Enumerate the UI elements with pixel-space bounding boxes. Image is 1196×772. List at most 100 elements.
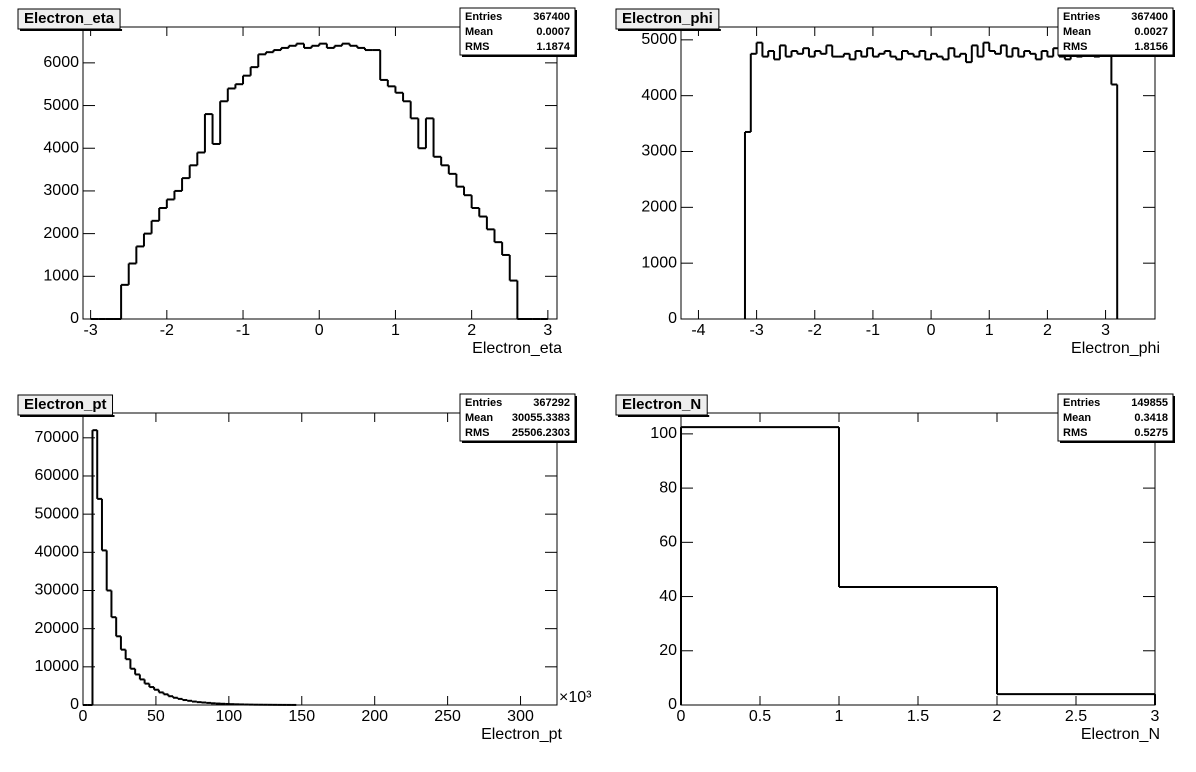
stats-box <box>1057 7 1174 56</box>
stats-value: 30055.3383 <box>512 412 570 424</box>
y-tick-label: 0 <box>70 696 79 713</box>
y-tick-label: 70000 <box>35 429 80 446</box>
y-tick-label: 5000 <box>641 31 677 48</box>
stats-label: Entries <box>1063 11 1100 23</box>
title-shadow <box>20 29 123 31</box>
x-tick-label: 3 <box>543 322 552 339</box>
x-tick-label: 0.5 <box>749 708 771 725</box>
x-axis-label: Electron_pt <box>481 726 562 743</box>
plot-frame <box>680 412 1156 706</box>
x-tick-label: 200 <box>361 708 388 725</box>
stats-label: Mean <box>465 412 493 424</box>
stats-label: RMS <box>1063 41 1087 53</box>
chart-title: Electron_pt <box>24 396 107 413</box>
y-tick-label: 3000 <box>641 143 677 160</box>
y-tick-label: 4000 <box>43 139 79 156</box>
x-tick-label: -4 <box>691 322 705 339</box>
stats-box <box>459 393 576 442</box>
y-tick-label: 80 <box>659 479 677 496</box>
title-shadow <box>618 415 710 417</box>
x-tick-label: -1 <box>236 322 250 339</box>
stats-value: 367400 <box>533 11 570 23</box>
y-tick-label: 0 <box>70 310 79 327</box>
y-tick-label: 3000 <box>43 182 79 199</box>
stats-value: 0.3418 <box>1134 412 1168 424</box>
stats-value: 1.8156 <box>1134 41 1168 53</box>
x-tick-label: 2 <box>993 708 1002 725</box>
y-tick-label: 40000 <box>35 544 80 561</box>
plot-frame <box>82 412 558 706</box>
title-shadow <box>20 415 115 417</box>
title-shadow <box>618 29 721 31</box>
stats-label: Entries <box>1063 397 1100 409</box>
stats-label: RMS <box>1063 427 1087 439</box>
stats-value: 367292 <box>533 397 570 409</box>
stats-label: Entries <box>465 397 502 409</box>
x-tick-label: -1 <box>866 322 880 339</box>
x-tick-label: 3 <box>1151 708 1160 725</box>
stats-label: RMS <box>465 427 489 439</box>
stats-label: RMS <box>465 41 489 53</box>
x-tick-label: -2 <box>160 322 174 339</box>
y-tick-label: 50000 <box>35 505 80 522</box>
y-tick-label: 100 <box>650 425 677 442</box>
x-tick-label: 2.5 <box>1065 708 1087 725</box>
stats-value: 0.0007 <box>536 26 570 38</box>
x-tick-label: -3 <box>84 322 98 339</box>
y-tick-label: 60000 <box>35 467 80 484</box>
plot-frame <box>680 26 1156 320</box>
x-axis-label: Electron_N <box>1081 726 1160 743</box>
y-tick-label: 0 <box>668 310 677 327</box>
y-tick-label: 1000 <box>641 254 677 271</box>
y-tick-label: 30000 <box>35 582 80 599</box>
x-tick-label: 2 <box>1043 322 1052 339</box>
x-tick-label: 0 <box>927 322 936 339</box>
y-tick-label: 20 <box>659 642 677 659</box>
stats-label: Mean <box>1063 26 1091 38</box>
x-tick-label: 1 <box>391 322 400 339</box>
y-tick-label: 40 <box>659 588 677 605</box>
x-tick-label: 150 <box>288 708 315 725</box>
x-tick-label: 0 <box>79 708 88 725</box>
x-tick-label: -3 <box>749 322 763 339</box>
x-axis-label: Electron_phi <box>1071 340 1160 357</box>
y-tick-label: 60 <box>659 534 677 551</box>
chart-title: Electron_N <box>622 396 701 413</box>
y-tick-label: 0 <box>668 696 677 713</box>
stats-value: 367400 <box>1131 11 1168 23</box>
x-multiplier: ×10³ <box>559 689 592 706</box>
chart-title: Electron_phi <box>622 10 713 27</box>
chart-title: Electron_eta <box>24 10 115 27</box>
y-tick-label: 10000 <box>35 658 80 675</box>
x-tick-label: 250 <box>434 708 461 725</box>
stats-value: 0.0027 <box>1134 26 1168 38</box>
x-tick-label: 2 <box>467 322 476 339</box>
x-tick-label: 0 <box>315 322 324 339</box>
stats-label: Entries <box>465 11 502 23</box>
x-tick-label: 100 <box>215 708 242 725</box>
y-tick-label: 4000 <box>641 87 677 104</box>
stats-label: Mean <box>1063 412 1091 424</box>
x-tick-label: -2 <box>808 322 822 339</box>
stats-value: 25506.2303 <box>512 427 570 439</box>
y-tick-label: 6000 <box>43 54 79 71</box>
x-tick-label: 0 <box>677 708 686 725</box>
y-tick-label: 2000 <box>641 199 677 216</box>
y-tick-label: 20000 <box>35 620 80 637</box>
y-tick-label: 5000 <box>43 97 79 114</box>
x-tick-label: 50 <box>147 708 165 725</box>
stats-box <box>459 7 576 56</box>
x-tick-label: 300 <box>507 708 534 725</box>
y-tick-label: 2000 <box>43 225 79 242</box>
stats-value: 0.5275 <box>1134 427 1168 439</box>
stats-label: Mean <box>465 26 493 38</box>
x-tick-label: 1 <box>835 708 844 725</box>
stats-box <box>1057 393 1174 442</box>
x-tick-label: 1.5 <box>907 708 929 725</box>
x-axis-label: Electron_eta <box>472 340 562 357</box>
stats-value: 149855 <box>1131 397 1168 409</box>
x-tick-label: 3 <box>1101 322 1110 339</box>
x-tick-label: 1 <box>985 322 994 339</box>
